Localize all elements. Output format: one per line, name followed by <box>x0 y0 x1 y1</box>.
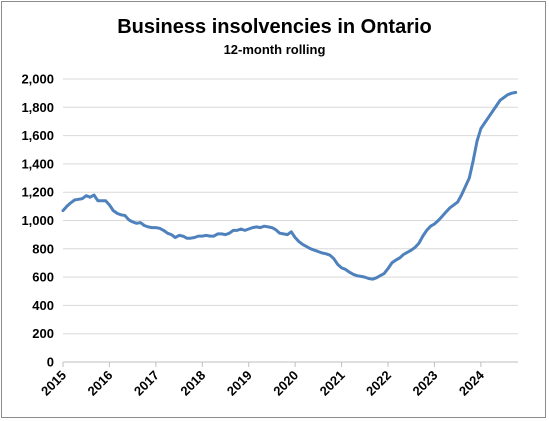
x-tick-label: 2020 <box>270 368 301 399</box>
x-tick-label: 2016 <box>84 368 115 399</box>
x-tick-label: 2019 <box>224 368 255 399</box>
axes <box>62 361 518 367</box>
x-tick-label: 2015 <box>38 368 69 399</box>
x-tick-label: 2024 <box>456 367 488 399</box>
y-tick-label: 2,000 <box>21 72 54 87</box>
x-tick-label: 2023 <box>409 368 440 399</box>
y-tick-label: 200 <box>32 326 54 341</box>
x-tick-label: 2022 <box>363 368 394 399</box>
y-tick-label: 400 <box>32 298 54 313</box>
y-tick-label: 0 <box>47 355 54 370</box>
x-tick-label: 2017 <box>131 368 162 399</box>
y-tick-label: 600 <box>32 270 54 285</box>
y-tick-label: 1,000 <box>21 213 54 228</box>
series-layer <box>61 90 518 281</box>
x-axis-ticks: 2015 2016 2017 2018 2019 2020 2021 2022 2023 2024 <box>38 367 487 399</box>
x-tick-label: 2021 <box>317 368 348 399</box>
series-line-0 <box>61 90 518 281</box>
gridlines <box>63 78 518 335</box>
chart-title: Business insolvencies in Ontario <box>117 16 432 38</box>
y-axis-ticks: 0 200 400 600 800 1,000 1,200 1,400 1,600 1,800 2,… <box>21 72 54 370</box>
chart-subtitle: 12-month rolling <box>223 42 326 57</box>
y-tick-label: 1,800 <box>21 100 54 115</box>
x-tick-label: 2018 <box>177 368 208 399</box>
y-tick-label: 1,600 <box>21 128 54 143</box>
y-tick-label: 1,400 <box>21 156 54 171</box>
y-tick-label: 1,200 <box>21 185 54 200</box>
y-tick-label: 800 <box>32 241 54 256</box>
